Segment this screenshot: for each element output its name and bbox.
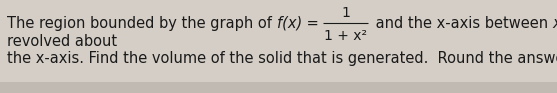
Text: The region bounded by the graph of: The region bounded by the graph of bbox=[7, 16, 276, 31]
Text: 1 + x²: 1 + x² bbox=[324, 29, 367, 43]
Text: the x-axis. Find the volume of the solid that is generated.  Round the answer to: the x-axis. Find the volume of the solid… bbox=[7, 51, 557, 66]
Text: 1: 1 bbox=[341, 6, 350, 20]
Bar bbox=[0, 82, 557, 93]
Text: x: x bbox=[553, 16, 557, 31]
Text: =: = bbox=[302, 16, 323, 31]
Text: and the x-axis between: and the x-axis between bbox=[371, 16, 553, 31]
Text: revolved about: revolved about bbox=[7, 34, 117, 49]
Text: f(x): f(x) bbox=[276, 16, 302, 31]
